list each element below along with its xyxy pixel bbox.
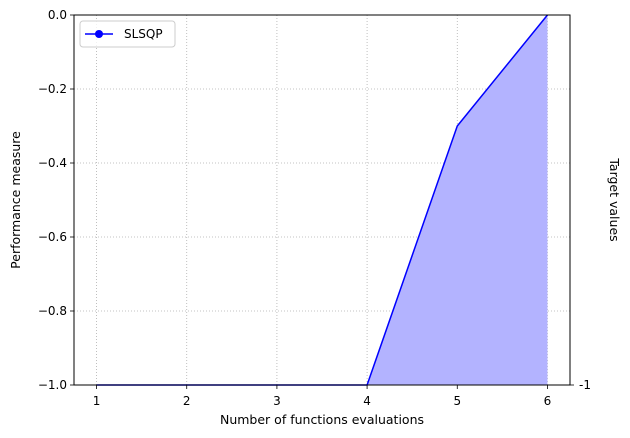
y-tick-label-5: −0.2 bbox=[38, 82, 67, 96]
x-tick-label-4: 4 bbox=[363, 394, 371, 408]
right-axis-label: Target values bbox=[607, 157, 622, 241]
right-axis: -1 bbox=[570, 378, 591, 392]
legend-marker-swatch bbox=[95, 30, 103, 38]
y-axis-label: Performance measure bbox=[8, 131, 23, 269]
y-tick-label-3: −0.6 bbox=[38, 230, 67, 244]
legend-entry-label: SLSQP bbox=[124, 27, 163, 41]
y-tick-label-1: −1.0 bbox=[38, 378, 67, 392]
series-area-fill-1 bbox=[96, 15, 548, 385]
plot-frame bbox=[73, 14, 571, 386]
y-axis-ticks: −1.0 −0.8 −0.6 −0.4 −0.2 0.0 bbox=[38, 8, 74, 392]
y-tick-label-4: −0.4 bbox=[38, 156, 67, 170]
y-tick-label-2: −0.8 bbox=[38, 304, 67, 318]
legend: SLSQP bbox=[79, 20, 176, 48]
area-fill-layer bbox=[96, 15, 548, 385]
x-tick-label-1: 1 bbox=[93, 394, 101, 408]
x-axis-ticks: 1 2 3 4 5 6 bbox=[93, 385, 552, 408]
x-tick-label-5: 5 bbox=[453, 394, 461, 408]
x-tick-label-6: 6 bbox=[544, 394, 552, 408]
x-axis-label: Number of functions evaluations bbox=[220, 412, 424, 427]
y-tick-label-6: 0.0 bbox=[48, 8, 67, 22]
legend-box bbox=[79, 20, 176, 48]
right-tick-label-1: -1 bbox=[579, 378, 591, 392]
x-tick-label-2: 2 bbox=[183, 394, 191, 408]
x-tick-label-3: 3 bbox=[273, 394, 281, 408]
